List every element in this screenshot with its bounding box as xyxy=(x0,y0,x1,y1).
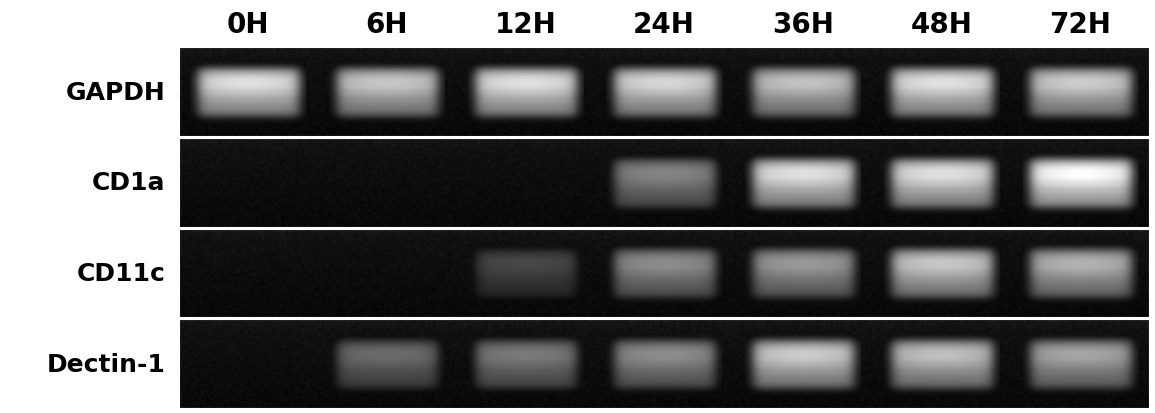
Text: 48H: 48H xyxy=(910,11,973,39)
Text: 12H: 12H xyxy=(494,11,557,39)
Text: 36H: 36H xyxy=(772,11,834,39)
Text: 72H: 72H xyxy=(1049,11,1111,39)
Text: CD11c: CD11c xyxy=(76,261,165,285)
Text: 24H: 24H xyxy=(633,11,695,39)
Text: 6H: 6H xyxy=(366,11,408,39)
Text: GAPDH: GAPDH xyxy=(66,81,165,104)
Text: Dectin-1: Dectin-1 xyxy=(46,352,165,376)
Text: 0H: 0H xyxy=(228,11,269,39)
Text: CD1a: CD1a xyxy=(91,171,165,195)
